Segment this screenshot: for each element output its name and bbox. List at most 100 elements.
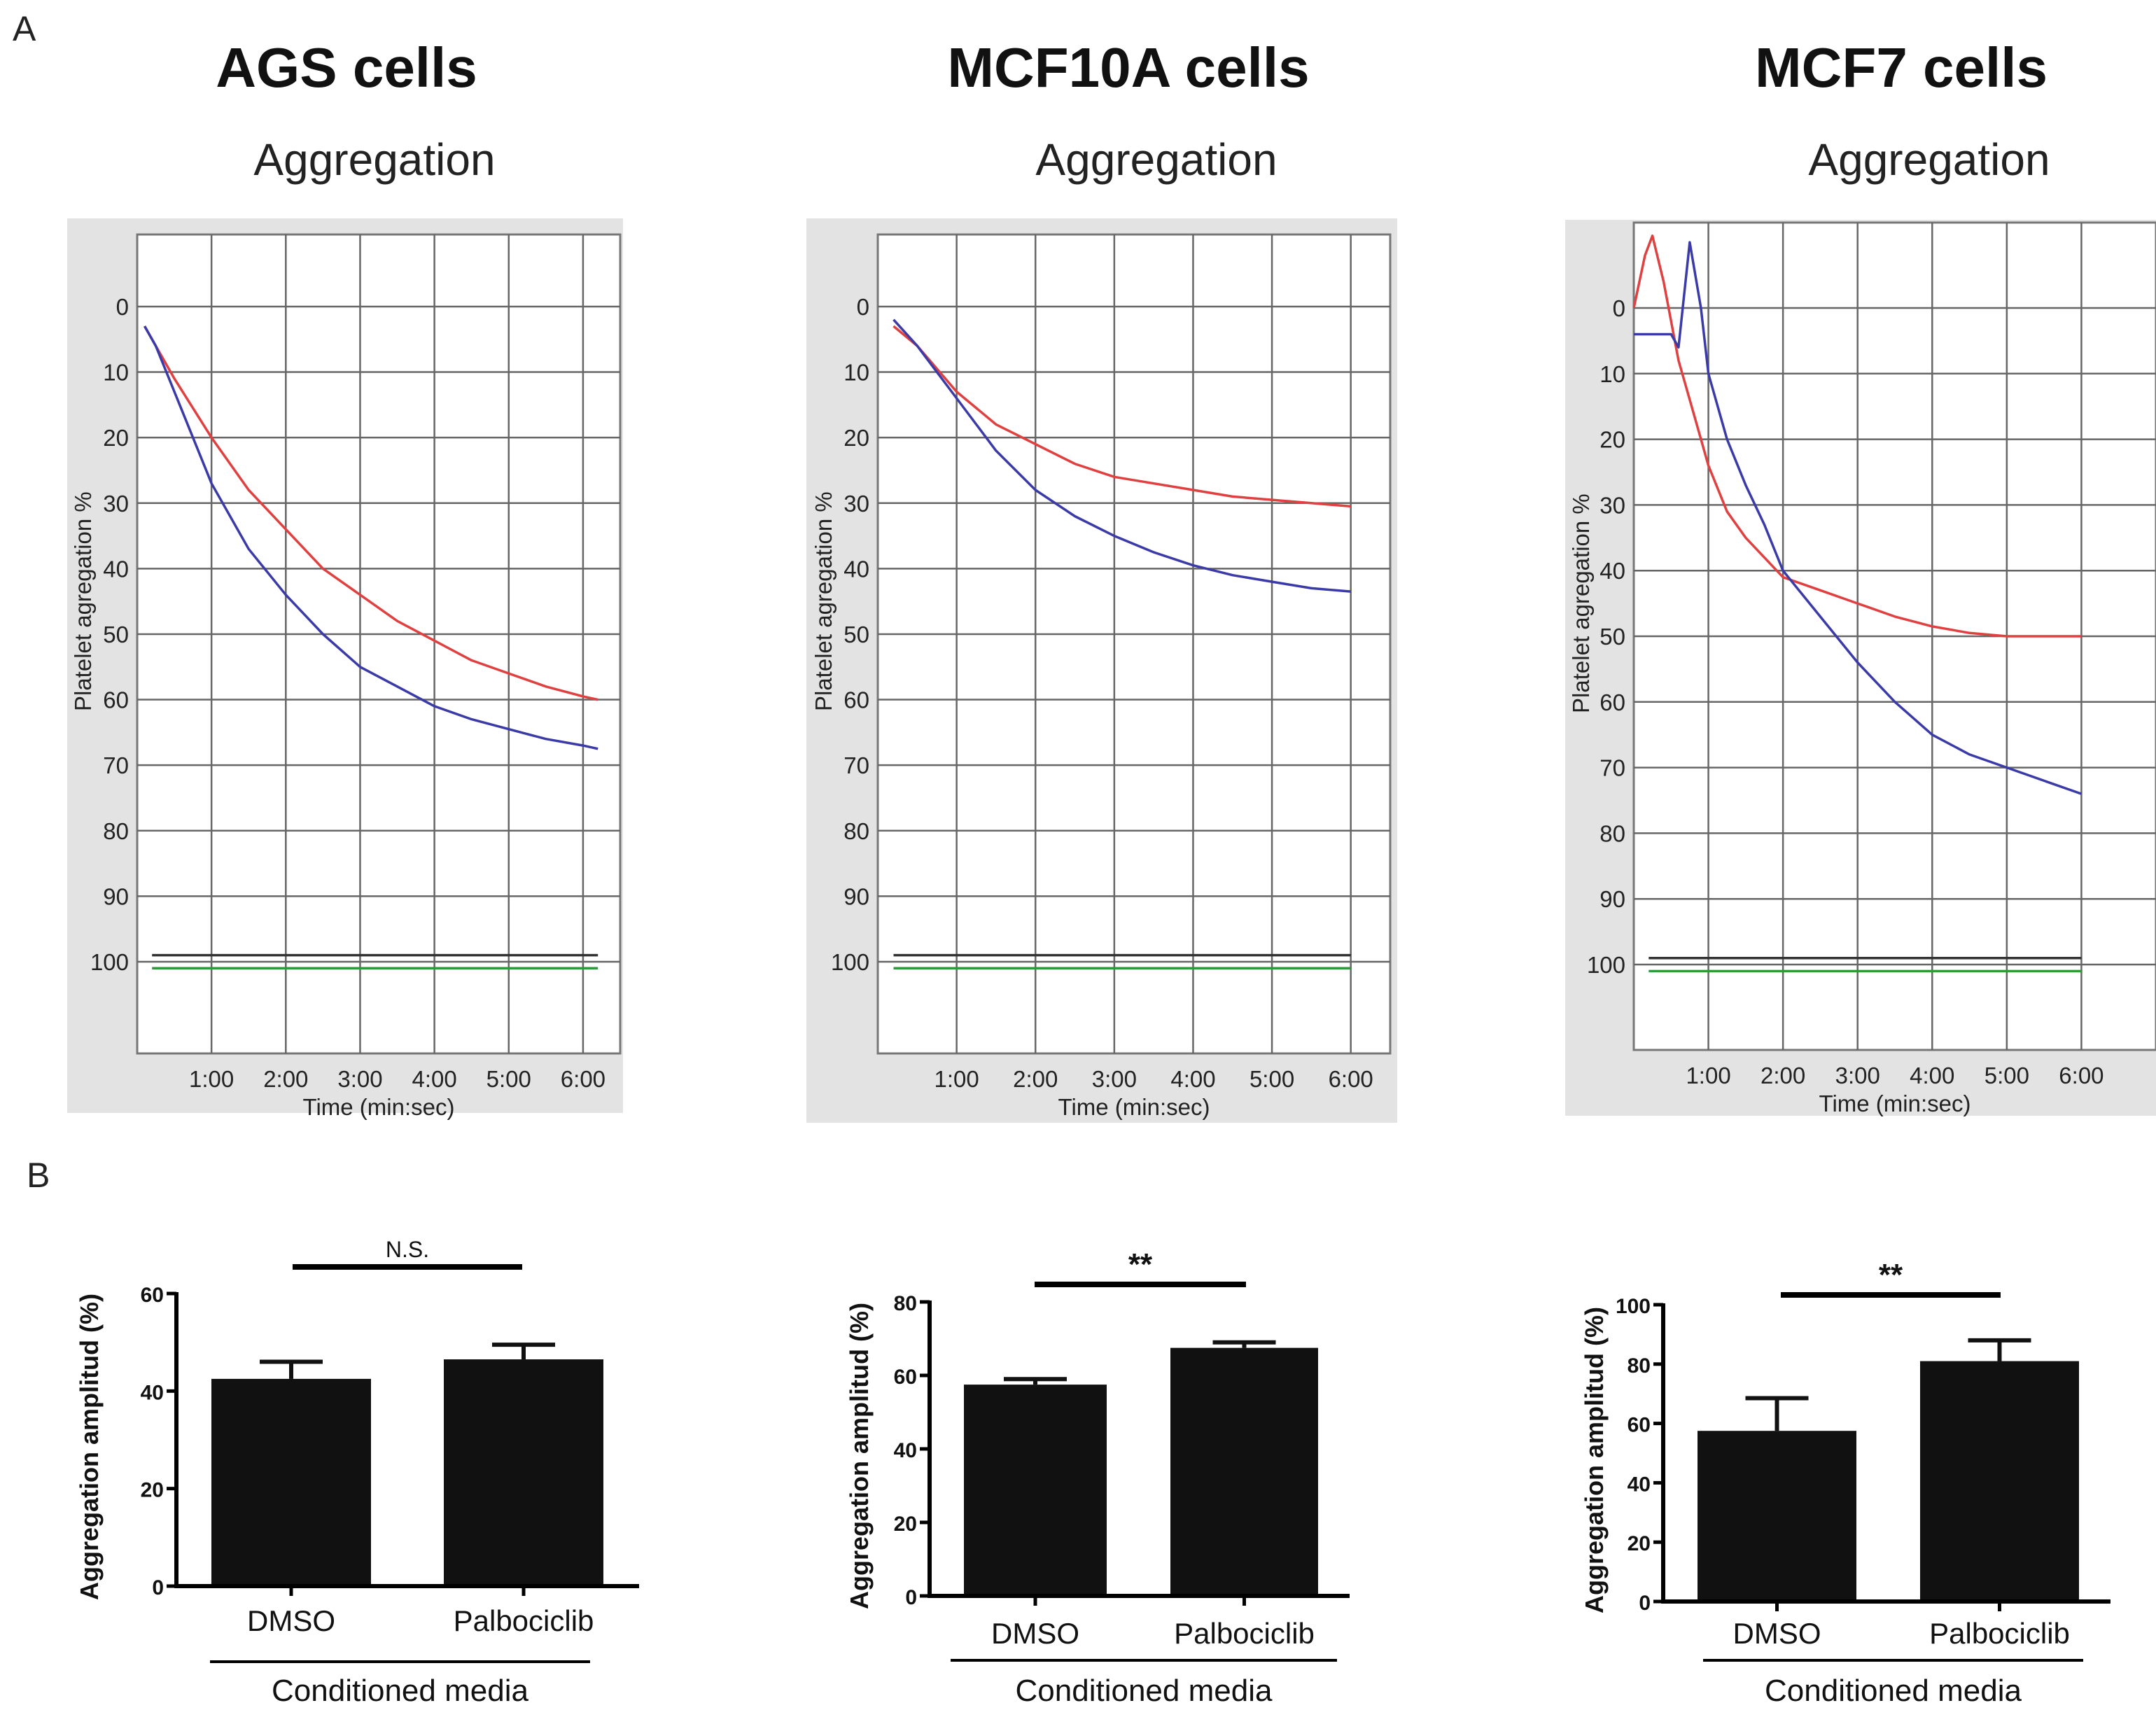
bar-dmso [964,1385,1107,1596]
y-axis-label: Aggregation amplitud (%) [1580,1307,1609,1613]
y-tick-label: 90 [844,883,869,909]
y-tick-label: 50 [103,622,129,647]
y-tick-label: 0 [905,1586,917,1609]
x-tick-label: 3:00 [337,1066,382,1092]
line-chart-2: MCF10A cells Aggregation 0 10 20 30 40 50 60 70 80… [806,36,1397,1123]
y-tick-label: 0 [1613,295,1625,321]
chart-title: Aggregation [1808,134,2050,185]
group-label: Conditioned media [1016,1674,1273,1708]
y-tick-label: 70 [844,752,869,778]
bar-charts: 0 20 40 60 Aggregation amplitud (%) N.S. DMSO P… [75,1237,2110,1708]
y-tick-label: 20 [103,425,129,451]
y-tick-label: 30 [844,491,869,517]
y-tick-label: 90 [1600,886,1625,912]
y-axis-label: Aggregation amplitud (%) [75,1294,104,1600]
x-tick-label: 3:00 [1092,1066,1137,1092]
y-tick-label: 100 [90,949,129,975]
y-tick-label: 70 [103,752,129,778]
y-tick-label: 0 [857,294,869,320]
bar-chart-2: 0 20 40 60 80 Aggregation amplitud (%) ** DMSO P… [845,1247,1350,1708]
x-axis-label: Time (min:sec) [1058,1094,1210,1120]
x-tick-label: 6:00 [2059,1063,2104,1088]
group-label: Conditioned media [1765,1674,2022,1708]
category-label: Palbociclib [1929,1617,2070,1650]
y-tick-label: 80 [103,818,129,844]
y-tick-label: 30 [103,491,129,517]
y-tick-label: 20 [844,425,869,451]
cell-title: MCF10A cells [947,36,1309,99]
x-tick-label: 2:00 [1013,1066,1058,1092]
y-axis-label: Aggregation amplitud (%) [845,1303,874,1609]
y-tick-label: 30 [1600,492,1625,518]
bar-palbociclib [1170,1347,1318,1596]
y-tick-label: 40 [1600,558,1625,584]
bar-dmso [211,1378,371,1586]
line-chart-3: MCF7 cells Aggregation 0 10 20 30 40 50 60 70 80 90… [1565,36,2156,1116]
chart-title: Aggregation [253,134,495,185]
chart-title: Aggregation [1035,134,1277,185]
plot-area [876,233,1392,1055]
y-tick-label: 60 [1628,1414,1651,1437]
y-tick-label: 60 [103,687,129,713]
x-tick-label: 4:00 [1170,1066,1215,1092]
category-label: Palbociclib [454,1604,594,1637]
x-tick-label: 1:00 [1686,1063,1730,1088]
grid [137,234,620,1053]
y-tick-label: 20 [1600,427,1625,453]
category-label: DMSO [991,1617,1079,1650]
y-tick-label: 10 [103,360,129,386]
y-tick-label: 50 [1600,624,1625,650]
bar-palbociclib [444,1359,603,1586]
significance-label: ** [1128,1247,1153,1282]
line-charts: AGS cells Aggregation 0 10 20 30 40 50 60 70 80 90 1… [67,36,2156,1123]
bar-chart-3: 0 20 40 60 80 100 Aggregation amplitud (%) ** DM… [1580,1258,2110,1708]
bar-chart-1: 0 20 40 60 Aggregation amplitud (%) N.S. DMSO P… [75,1237,639,1708]
y-tick-label: 20 [141,1479,164,1502]
cell-title: AGS cells [216,36,477,99]
series-line-red [144,325,598,701]
series-line-red [1632,234,2082,638]
x-tick-label: 5:00 [1250,1066,1294,1092]
category-label: Palbociclib [1174,1617,1315,1650]
y-tick-label: 40 [894,1439,917,1462]
panel-label-a: A [13,9,36,48]
y-tick-label: 0 [116,294,129,320]
y-tick-label: 90 [103,883,129,909]
y-tick-label: 80 [1628,1354,1651,1378]
series-line-blue [144,325,598,750]
x-tick-label: 4:00 [412,1066,456,1092]
y-tick-label: 60 [141,1284,164,1307]
y-tick-label: 0 [1639,1592,1651,1615]
x-tick-label: 2:00 [1760,1063,1805,1088]
x-tick-label: 6:00 [561,1066,606,1092]
group-label: Conditioned media [272,1674,528,1708]
y-tick-label: 60 [1600,689,1625,715]
x-axis-label: Time (min:sec) [303,1094,455,1120]
y-tick-label: 60 [894,1366,917,1389]
y-tick-label: 100 [831,949,869,975]
x-tick-label: 2:00 [263,1066,308,1092]
x-tick-label: 5:00 [1984,1063,2029,1088]
bar-palbociclib [1920,1361,2079,1602]
panel-label-b: B [27,1156,50,1195]
y-tick-label: 10 [844,360,869,386]
x-axis-label: Time (min:sec) [1819,1091,1971,1116]
y-axis-label: Platelet agregation % [70,491,96,711]
y-axis-label: Platelet agregation % [1568,493,1594,713]
y-tick-label: 100 [1587,952,1625,978]
y-tick-label: 50 [844,622,869,647]
y-tick-label: 0 [152,1576,164,1599]
x-tick-label: 6:00 [1329,1066,1373,1092]
bar-dmso [1698,1431,1856,1602]
category-label: DMSO [1733,1617,1821,1650]
plot-area [136,233,622,1055]
significance-label: ** [1879,1258,1903,1292]
line-chart-1: AGS cells Aggregation 0 10 20 30 40 50 60 70 80 90 1… [67,36,623,1120]
y-tick-label: 80 [1600,820,1625,846]
x-tick-label: 5:00 [486,1066,531,1092]
x-tick-label: 4:00 [1910,1063,1954,1088]
y-tick-label: 40 [141,1381,164,1404]
x-tick-label: 1:00 [934,1066,979,1092]
cell-title: MCF7 cells [1755,36,2047,99]
